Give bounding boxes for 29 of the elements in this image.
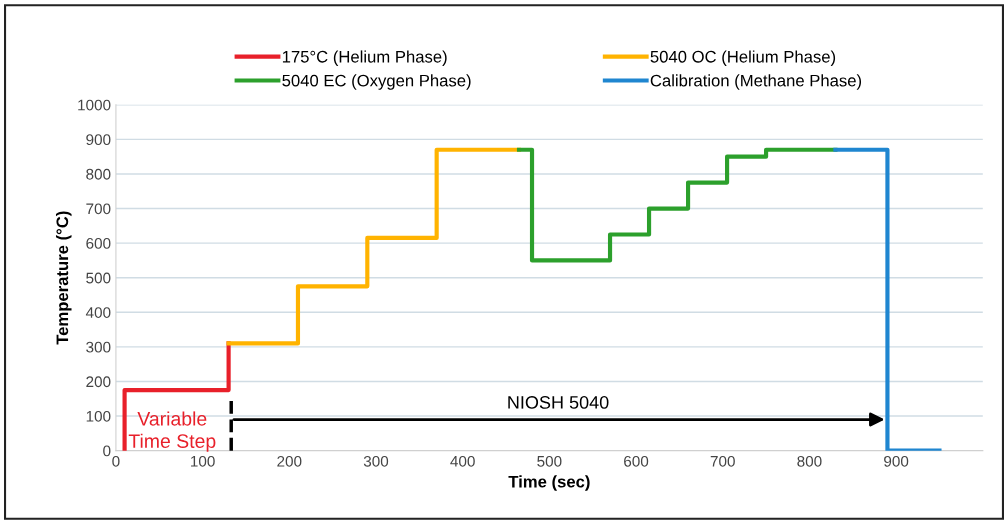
- x-tick-label: 200: [277, 455, 302, 467]
- y-tick-label: 200: [86, 376, 111, 388]
- x-tick-label: 500: [537, 455, 562, 467]
- legend-label: 175°C (Helium Phase): [282, 50, 447, 66]
- x-tick-label: 700: [710, 455, 735, 467]
- x-tick-label: 600: [624, 455, 649, 467]
- x-tick-label: 900: [884, 455, 909, 467]
- x-tick-label: 100: [191, 455, 215, 467]
- legend-label: 5040 EC (Oxygen Phase): [282, 74, 471, 90]
- y-tick-label: 1000: [78, 99, 111, 111]
- y-axis-title: Temperature (°C): [55, 211, 72, 345]
- y-tick-label: 900: [86, 134, 111, 146]
- x-tick-label: 400: [450, 455, 475, 467]
- y-tick-label: 300: [86, 341, 111, 353]
- x-tick-label: 300: [363, 455, 389, 467]
- y-tick-label: 400: [85, 307, 111, 318]
- x-axis-title: Time (sec): [508, 475, 590, 491]
- legend-label: Calibration (Methane Phase): [650, 74, 862, 90]
- annotation: Variable Time Step: [128, 411, 216, 452]
- y-tick-label: 500: [86, 272, 111, 284]
- y-tick-label: 0: [103, 445, 111, 457]
- y-tick-label: 100: [86, 410, 111, 422]
- x-tick-label: 800: [797, 455, 822, 467]
- y-tick-label: 600: [86, 238, 111, 249]
- legend-label: 5040 OC (Helium Phase): [650, 50, 836, 66]
- x-tick-label: 0: [112, 455, 120, 467]
- y-tick-label: 700: [86, 203, 111, 215]
- y-tick-label: 800: [86, 168, 111, 180]
- annotation: NIOSH 5040: [508, 396, 609, 409]
